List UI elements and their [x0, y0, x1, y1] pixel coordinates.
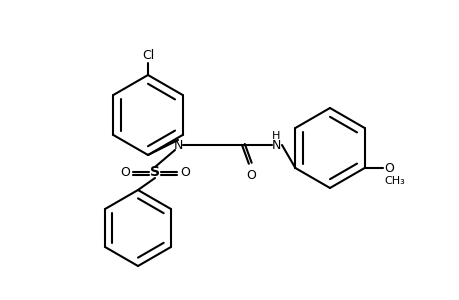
Text: H: H — [271, 131, 280, 141]
Text: O: O — [120, 167, 129, 179]
Text: N: N — [173, 139, 182, 152]
Text: Cl: Cl — [141, 49, 154, 62]
Text: O: O — [384, 161, 394, 175]
Text: S: S — [150, 165, 160, 179]
Text: O: O — [179, 167, 190, 179]
Text: N: N — [271, 139, 280, 152]
Text: O: O — [246, 169, 255, 182]
Text: CH₃: CH₃ — [383, 176, 404, 186]
